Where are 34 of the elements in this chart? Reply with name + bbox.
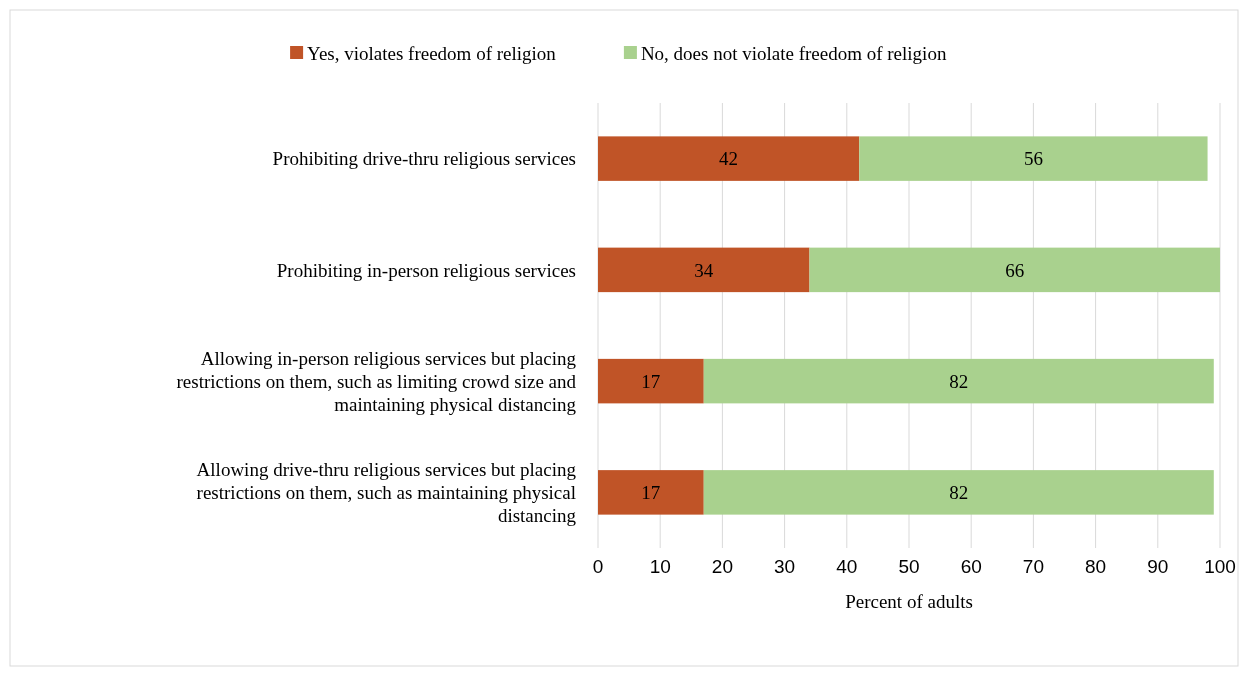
data-label: 82 (949, 370, 969, 392)
x-tick-label: 30 (774, 556, 796, 577)
x-tick-label: 80 (1085, 556, 1107, 577)
legend-label: Yes, violates freedom of religion (307, 42, 557, 64)
y-tick-label: Allowing drive-thru religious services but placing restrictions on them, such as maintaining physical distancing (196, 459, 577, 527)
bar (703, 470, 1214, 515)
data-label: 66 (1005, 259, 1025, 281)
y-tick-label: Prohibiting drive-thru religious services (272, 148, 576, 170)
bar (598, 247, 810, 293)
x-tick-label: 70 (1022, 556, 1044, 577)
x-tick-label: 60 (960, 556, 982, 577)
x-axis-title: Percent of adults (845, 591, 973, 612)
x-tick-label: 20 (711, 556, 733, 577)
x-tick-label: 10 (649, 556, 671, 577)
data-label: 42 (719, 148, 739, 170)
data-label: 34 (694, 259, 714, 281)
bar (598, 136, 860, 181)
bar (598, 358, 704, 404)
y-tick-label: Allowing in-person religious services but placing restrictions on them, such as limiting crowd size and maintaining physical distancing (176, 347, 577, 415)
bar (809, 247, 1220, 293)
y-tick-label: Prohibiting in-person religious services (276, 259, 576, 281)
x-tick-label: 100 (1204, 556, 1236, 577)
data-label: 56 (1023, 148, 1043, 170)
x-tick-label: 90 (1147, 556, 1169, 577)
bar (598, 470, 704, 515)
bar (703, 358, 1214, 404)
legend-label: No, does not violate freedom of religion (640, 42, 947, 64)
bar (859, 136, 1208, 181)
x-tick-label: 50 (898, 556, 920, 577)
x-tick-label: 0 (592, 556, 604, 577)
data-label: 82 (949, 482, 969, 504)
x-tick-label: 40 (836, 556, 858, 577)
data-label: 17 (641, 482, 661, 504)
data-label: 17 (641, 370, 661, 392)
